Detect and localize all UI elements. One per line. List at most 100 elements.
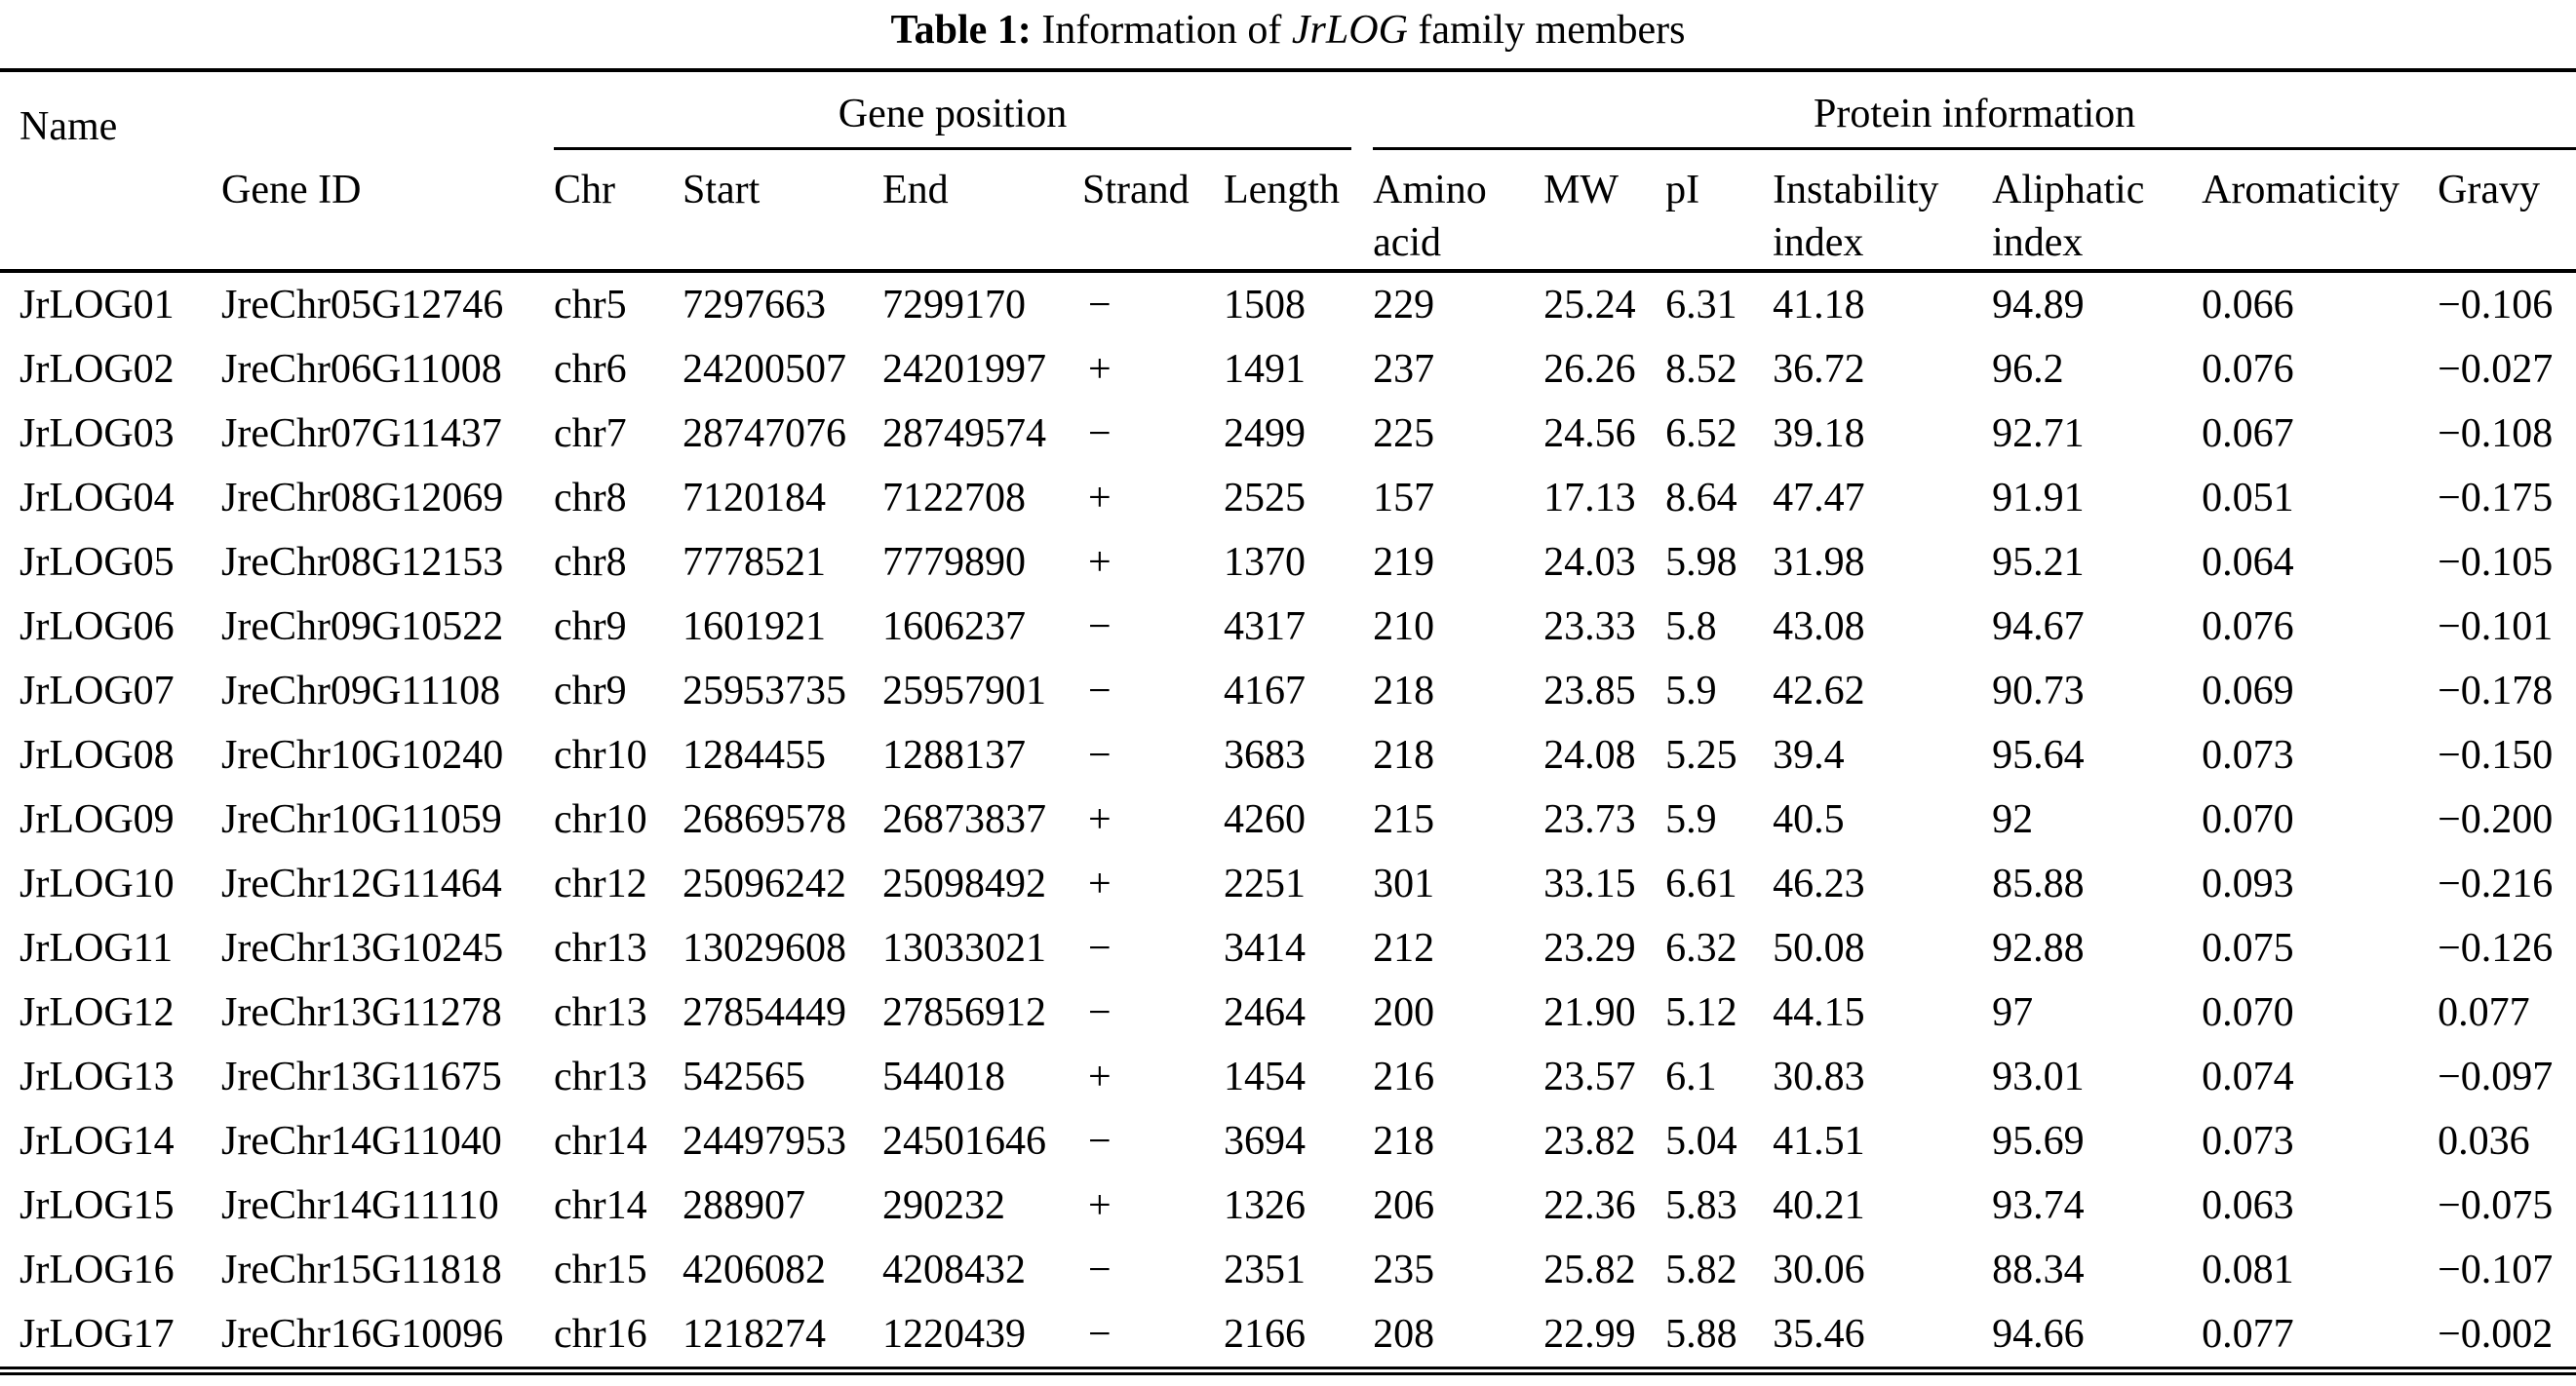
cell-pi: 5.9 bbox=[1665, 797, 1717, 842]
cell-pi: 8.64 bbox=[1665, 476, 1737, 520]
cell-gene_id: JreChr13G11278 bbox=[221, 990, 502, 1035]
table-row: JrLOG10 JreChr12G11464 chr12 25096242 250984… bbox=[0, 852, 2576, 916]
cell-end: 26873837 bbox=[882, 797, 1046, 842]
cell-pi: 5.98 bbox=[1665, 540, 1737, 585]
cell-length: 4167 bbox=[1224, 669, 1306, 713]
cell-strand: + bbox=[1088, 862, 1112, 906]
cell-aromaticity: 0.081 bbox=[2202, 1248, 2294, 1292]
cell-aromaticity: 0.070 bbox=[2202, 990, 2294, 1035]
table-header: Name Gene position Protein information G… bbox=[0, 70, 2576, 273]
cell-strand: + bbox=[1088, 476, 1112, 520]
cell-start: 4206082 bbox=[683, 1248, 826, 1292]
cell-strand: − bbox=[1088, 283, 1112, 327]
cell-pi: 5.8 bbox=[1665, 604, 1717, 649]
table-caption-text-after: family members bbox=[1407, 8, 1686, 53]
cell-start: 27854449 bbox=[683, 990, 846, 1035]
cell-amino_acid: 229 bbox=[1373, 283, 1435, 327]
cell-gravy: −0.150 bbox=[2438, 733, 2554, 778]
group-header-spacer bbox=[221, 70, 554, 150]
cell-amino_acid: 218 bbox=[1373, 733, 1435, 778]
cell-pi: 5.83 bbox=[1665, 1183, 1737, 1228]
cell-end: 544018 bbox=[882, 1055, 1005, 1099]
cell-mw: 23.85 bbox=[1543, 669, 1636, 713]
cell-amino_acid: 206 bbox=[1373, 1183, 1435, 1228]
column-header-strand: Strand bbox=[1082, 150, 1224, 273]
table-row: JrLOG15 JreChr14G11110 chr14 288907 290232 +1… bbox=[0, 1174, 2576, 1238]
cell-mw: 24.56 bbox=[1543, 411, 1636, 456]
cell-length: 1508 bbox=[1224, 283, 1306, 327]
cell-chr: chr6 bbox=[554, 347, 627, 392]
cell-length: 1326 bbox=[1224, 1183, 1306, 1228]
cell-mw: 23.57 bbox=[1543, 1055, 1636, 1099]
cell-chr: chr8 bbox=[554, 476, 627, 520]
cell-mw: 25.82 bbox=[1543, 1248, 1636, 1292]
cell-gravy: −0.175 bbox=[2438, 476, 2554, 520]
cell-end: 28749574 bbox=[882, 411, 1046, 456]
cell-pi: 6.61 bbox=[1665, 862, 1737, 906]
cell-aromaticity: 0.069 bbox=[2202, 669, 2294, 713]
cell-name: JrLOG13 bbox=[20, 1055, 175, 1099]
cell-gravy: −0.027 bbox=[2438, 347, 2554, 392]
cell-strand: − bbox=[1088, 1312, 1112, 1357]
cell-end: 1288137 bbox=[882, 733, 1026, 778]
cell-start: 542565 bbox=[683, 1055, 805, 1099]
cell-pi: 5.25 bbox=[1665, 733, 1737, 778]
cell-strand: + bbox=[1088, 540, 1112, 585]
column-header-mw: MW bbox=[1543, 150, 1666, 273]
cell-amino_acid: 215 bbox=[1373, 797, 1435, 842]
cell-aliphatic_index: 90.73 bbox=[1992, 669, 2085, 713]
group-header-gene-position-label: Gene position bbox=[554, 91, 1352, 150]
cell-amino_acid: 219 bbox=[1373, 540, 1435, 585]
cell-amino_acid: 212 bbox=[1373, 926, 1435, 971]
cell-name: JrLOG10 bbox=[20, 862, 175, 906]
column-header-end: End bbox=[882, 150, 1082, 273]
table-row: JrLOG04 JreChr08G12069 chr8 7120184 7122708 +… bbox=[0, 466, 2576, 530]
cell-pi: 6.31 bbox=[1665, 283, 1737, 327]
cell-pi: 6.52 bbox=[1665, 411, 1737, 456]
cell-name: JrLOG16 bbox=[20, 1248, 175, 1292]
cell-mw: 23.29 bbox=[1543, 926, 1636, 971]
cell-aromaticity: 0.064 bbox=[2202, 540, 2294, 585]
table-row: JrLOG11 JreChr13G10245 chr13 13029608 130330… bbox=[0, 916, 2576, 981]
cell-start: 26869578 bbox=[683, 797, 846, 842]
cell-aromaticity: 0.073 bbox=[2202, 733, 2294, 778]
column-header-name: Name bbox=[20, 104, 118, 149]
table-caption: Table 1: Information of JrLOG family mem… bbox=[0, 0, 2576, 68]
cell-amino_acid: 200 bbox=[1373, 990, 1435, 1035]
cell-gravy: −0.105 bbox=[2438, 540, 2554, 585]
cell-pi: 5.88 bbox=[1665, 1312, 1737, 1357]
cell-gene_id: JreChr13G11675 bbox=[221, 1055, 502, 1099]
cell-strand: − bbox=[1088, 604, 1112, 649]
cell-gravy: 0.036 bbox=[2438, 1119, 2530, 1164]
cell-pi: 8.52 bbox=[1665, 347, 1737, 392]
cell-instability_index: 39.4 bbox=[1773, 733, 1845, 778]
cell-gene_id: JreChr06G11008 bbox=[221, 347, 502, 392]
cell-gene_id: JreChr13G10245 bbox=[221, 926, 504, 971]
cell-mw: 21.90 bbox=[1543, 990, 1636, 1035]
cell-amino_acid: 237 bbox=[1373, 347, 1435, 392]
group-header-row: Name Gene position Protein information bbox=[0, 70, 2576, 150]
table-caption-text-before: Information of bbox=[1031, 8, 1292, 53]
cell-gene_id: JreChr10G11059 bbox=[221, 797, 502, 842]
cell-aliphatic_index: 95.69 bbox=[1992, 1119, 2085, 1164]
cell-gravy: −0.216 bbox=[2438, 862, 2554, 906]
cell-gravy: −0.200 bbox=[2438, 797, 2554, 842]
cell-chr: chr16 bbox=[554, 1312, 647, 1357]
cell-gene_id: JreChr07G11437 bbox=[221, 411, 502, 456]
cell-instability_index: 40.21 bbox=[1773, 1183, 1865, 1228]
cell-gravy: 0.077 bbox=[2438, 990, 2530, 1035]
cell-gravy: −0.108 bbox=[2438, 411, 2554, 456]
cell-length: 3414 bbox=[1224, 926, 1306, 971]
cell-gravy: −0.178 bbox=[2438, 669, 2554, 713]
table-row: JrLOG05 JreChr08G12153 chr8 7778521 7779890 +… bbox=[0, 530, 2576, 595]
cell-end: 25098492 bbox=[882, 862, 1046, 906]
cell-gene_id: JreChr15G11818 bbox=[221, 1248, 502, 1292]
cell-mw: 23.73 bbox=[1543, 797, 1636, 842]
table-row: JrLOG03 JreChr07G11437 chr7 28747076 2874957… bbox=[0, 402, 2576, 466]
column-header-gravy: Gravy bbox=[2438, 150, 2576, 273]
cell-start: 1601921 bbox=[683, 604, 826, 649]
cell-end: 27856912 bbox=[882, 990, 1046, 1035]
cell-pi: 6.1 bbox=[1665, 1055, 1717, 1099]
cell-amino_acid: 218 bbox=[1373, 669, 1435, 713]
cell-length: 2351 bbox=[1224, 1248, 1306, 1292]
